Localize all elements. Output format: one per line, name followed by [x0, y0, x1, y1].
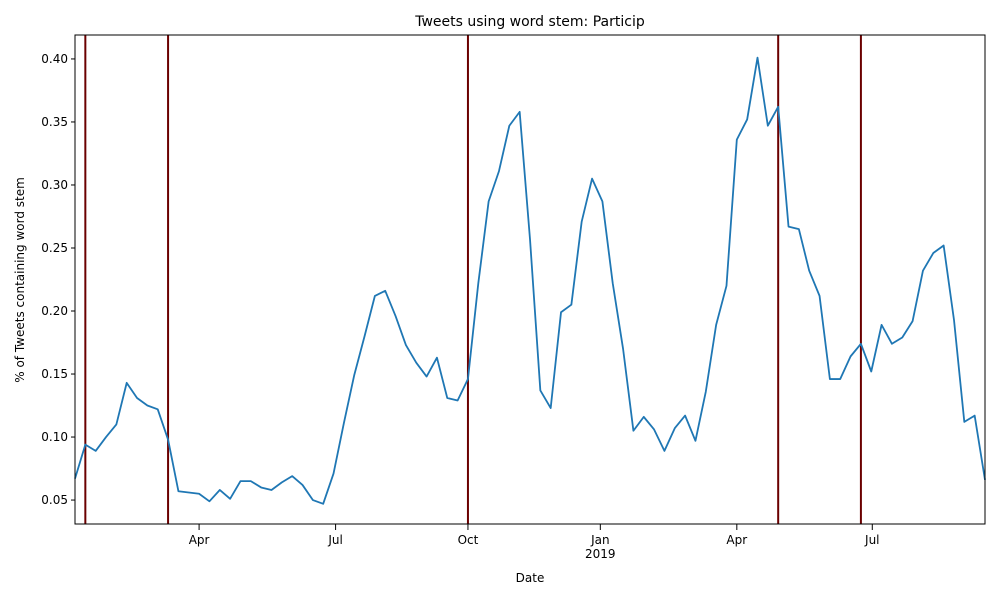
- x-tick-label: Jul: [327, 533, 342, 547]
- y-tick-label: 0.25: [41, 241, 68, 255]
- y-axis-label: % of Tweets containing word stem: [13, 177, 27, 383]
- y-tick-label: 0.30: [41, 178, 68, 192]
- chart-title: Tweets using word stem: Particip: [414, 14, 645, 30]
- y-tick-label: 0.40: [41, 52, 68, 66]
- series-line: [74, 56, 986, 505]
- y-tick-label: 0.20: [41, 304, 68, 318]
- x-tick-label: Apr: [189, 533, 210, 547]
- x-tick-label: Jan 2019: [585, 533, 616, 561]
- x-tick-label: Oct: [458, 533, 479, 547]
- y-tick-label: 0.10: [41, 430, 68, 444]
- y-tick-label: 0.35: [41, 115, 68, 129]
- x-axis-label: Date: [516, 571, 545, 585]
- x-tick-label: Jul: [864, 533, 879, 547]
- y-tick-label: 0.05: [41, 493, 68, 507]
- x-tick-label: Apr: [726, 533, 747, 547]
- plot-frame: [74, 34, 986, 525]
- y-tick-label: 0.15: [41, 367, 68, 381]
